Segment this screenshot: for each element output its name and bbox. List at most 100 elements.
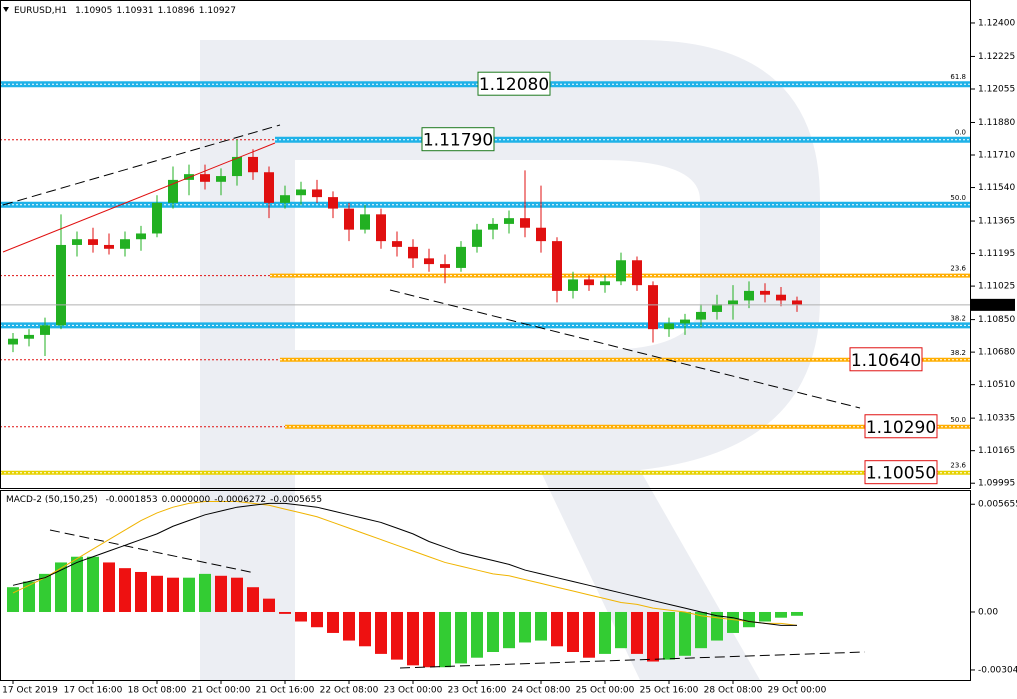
y-tick-label: 1.11025 xyxy=(978,282,1015,292)
x-tick-label: 22 Oct 08:00 xyxy=(320,686,379,696)
fib-label: 23.6 xyxy=(950,265,966,273)
plot xyxy=(0,139,970,668)
header-value: 0.0000000 xyxy=(162,495,211,505)
header-value: -0.0005655 xyxy=(270,495,322,505)
candle-body xyxy=(392,241,402,247)
macd-pane-border xyxy=(0,490,971,681)
level-tag: 1.12080 xyxy=(479,75,549,95)
fib-label: 50.0 xyxy=(950,416,966,424)
candle-body xyxy=(616,260,626,282)
y-tick-label: 1.12055 xyxy=(978,84,1015,94)
candle-body xyxy=(712,304,722,312)
candle-body xyxy=(520,218,530,228)
level-tag: 1.10050 xyxy=(866,464,936,484)
x-tick-label: 21 Oct 00:00 xyxy=(192,686,251,696)
trend-lines xyxy=(2,124,866,669)
histogram-bar xyxy=(167,577,179,612)
histogram-bar xyxy=(359,611,371,647)
candle-body xyxy=(504,218,514,224)
histogram-bar xyxy=(791,611,803,616)
trend-line xyxy=(2,124,281,206)
histogram-bar xyxy=(743,611,755,628)
histogram-bar xyxy=(439,611,451,668)
level-tag-box xyxy=(864,460,938,485)
fib-label: 61.8 xyxy=(950,73,966,81)
y-tick-label: 1.11540 xyxy=(978,183,1015,193)
histogram-bar xyxy=(711,611,723,641)
candle-body xyxy=(728,300,738,305)
levels: 61.8 1.12080 0.0 1.11790 50.0 23.6 38.2 38.2 1.1… xyxy=(0,71,970,485)
y-tick-label: 1.10510 xyxy=(978,380,1015,390)
y-tick-label: 1.10850 xyxy=(978,315,1015,325)
candle-body xyxy=(232,156,242,177)
main-header: EURUSD,H1 1.10905 1.10931 1.10896 1.10927 xyxy=(14,6,236,16)
level-tag-box xyxy=(864,414,938,439)
histogram-bar xyxy=(423,611,435,668)
x-tick-label: 29 Oct 00:00 xyxy=(768,686,827,696)
x-tick-label: 23 Oct 00:00 xyxy=(384,686,443,696)
y-tick-label: 1.12225 xyxy=(978,52,1015,62)
candle-body xyxy=(152,202,162,234)
histogram-bar xyxy=(583,611,595,658)
y-tick-label: 1.11195 xyxy=(978,249,1015,259)
header-value: 1.10927 xyxy=(199,6,236,16)
candle-body xyxy=(200,174,210,182)
histogram-bar xyxy=(759,611,771,622)
candle-body xyxy=(168,179,178,203)
candle-body xyxy=(328,197,338,209)
candle-body xyxy=(696,311,706,320)
y-tick-label: 1.11365 xyxy=(978,217,1015,227)
trend-line xyxy=(49,529,256,574)
candle-body xyxy=(344,208,354,230)
candle-body xyxy=(72,239,82,245)
histogram-bar xyxy=(727,611,739,633)
x-tick-label: 17 Oct 2019 xyxy=(2,686,58,696)
histogram-bar xyxy=(631,611,643,654)
fib-label: 38.2 xyxy=(950,314,966,322)
candle-body xyxy=(600,281,610,286)
x-tick-label: 28 Oct 08:00 xyxy=(704,686,763,696)
signal-line xyxy=(12,500,798,626)
histogram-bar xyxy=(471,611,483,658)
fib-label: 38.2 xyxy=(950,349,966,357)
candle-body xyxy=(472,229,482,247)
histogram-bar xyxy=(247,587,259,612)
y-tick-label: 1.10680 xyxy=(978,348,1015,358)
histogram-bar xyxy=(663,611,675,660)
x-tick-label: 18 Oct 08:00 xyxy=(128,686,187,696)
y-tick-label: -0.0030431 xyxy=(978,665,1017,675)
macd-line xyxy=(12,502,797,626)
histogram-bar xyxy=(615,611,627,649)
candle-body xyxy=(536,227,546,242)
histogram-bar xyxy=(455,611,467,664)
histogram-bar xyxy=(551,611,563,647)
histogram-bar xyxy=(135,571,147,612)
histogram-bar xyxy=(215,575,227,612)
candle-body xyxy=(408,246,418,259)
histogram-bar xyxy=(647,611,659,662)
histogram-bar xyxy=(55,562,67,612)
histogram-bar xyxy=(103,562,115,612)
x-tick-label: 25 Oct 00:00 xyxy=(576,686,635,696)
candle-body xyxy=(280,195,290,203)
header-title: EURUSD,H1 xyxy=(14,6,67,16)
header-title: MACD-2 (50,150,25) xyxy=(6,495,98,505)
histogram-bar xyxy=(151,575,163,612)
candle-body xyxy=(456,246,466,268)
y-tick-label: 0.00 xyxy=(978,607,998,617)
histogram-bar xyxy=(71,556,83,612)
histogram-bar xyxy=(375,611,387,654)
fib-label: 0.0 xyxy=(955,129,966,137)
candle-body xyxy=(376,214,386,242)
candle-body xyxy=(40,325,50,335)
candle-body xyxy=(104,244,114,249)
histogram-bar xyxy=(487,611,499,652)
histogram-bar xyxy=(231,577,243,612)
level-tag: 1.10290 xyxy=(866,418,936,438)
level-tag-box xyxy=(849,347,923,372)
y-tick-label: 1.11880 xyxy=(978,118,1015,128)
candle-body xyxy=(664,323,674,330)
histogram-bar xyxy=(407,611,419,666)
level-tag-box xyxy=(421,127,495,152)
